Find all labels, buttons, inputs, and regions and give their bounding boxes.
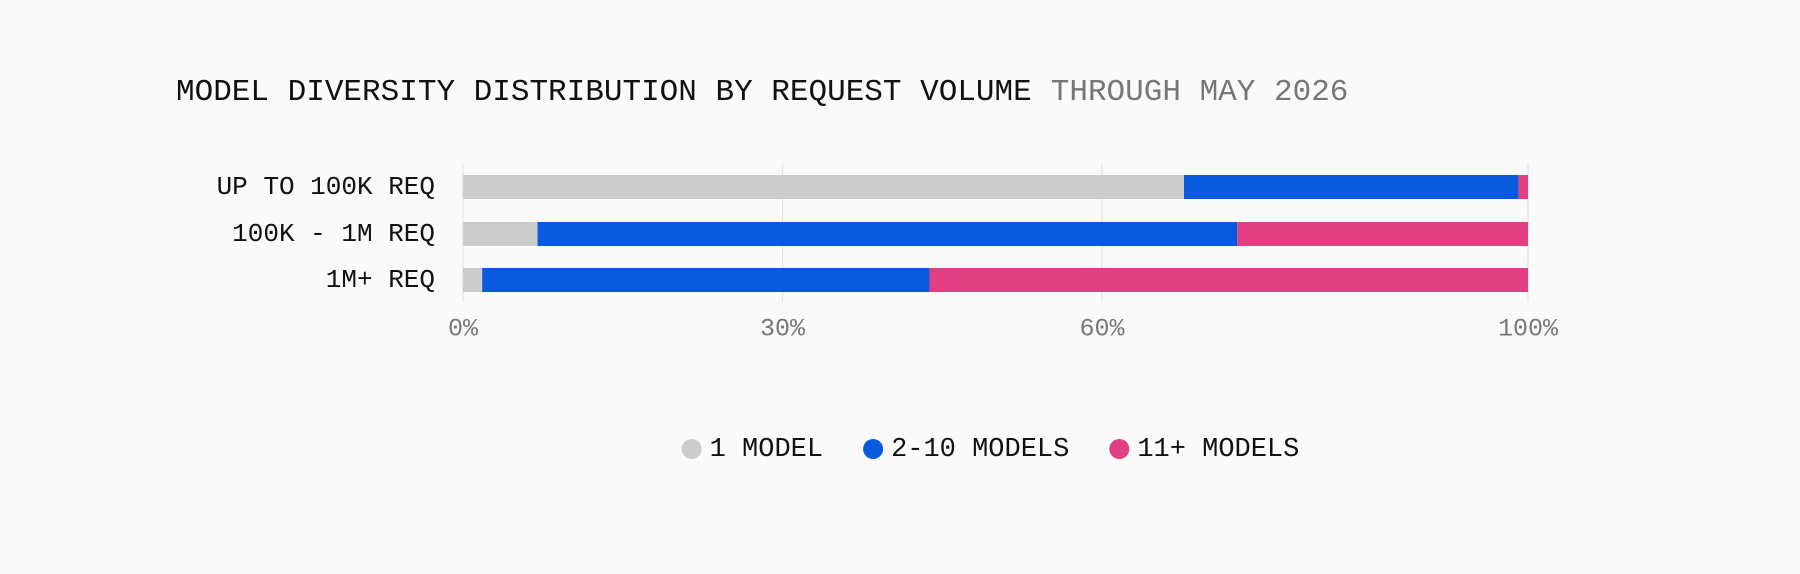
bar-segment	[463, 222, 538, 246]
bar-segment	[929, 268, 1528, 292]
bar-segment	[537, 222, 1238, 246]
x-tick-label: 0%	[448, 315, 479, 344]
legend-label: 1 MODEL	[710, 435, 823, 465]
bar-segment	[1237, 222, 1528, 246]
x-tick-label: 100%	[1498, 315, 1559, 344]
chart-title-block: MODEL DIVERSITY DISTRIBUTION BY REQUEST …	[176, 75, 1348, 110]
y-tick-label: 1M+ REQ	[326, 265, 435, 295]
bar-segment	[1518, 175, 1528, 199]
x-tick-label: 30%	[760, 315, 806, 344]
legend-swatch	[1109, 439, 1130, 459]
y-tick-label: 100K - 1M REQ	[232, 219, 435, 249]
bar-segment	[463, 268, 483, 292]
chart-title: MODEL DIVERSITY DISTRIBUTION BY REQUEST …	[176, 75, 1032, 110]
bar-segment	[482, 268, 930, 292]
y-tick-label: UP TO 100K REQ	[217, 172, 435, 202]
legend-swatch	[863, 439, 884, 459]
x-tick-label: 60%	[1079, 315, 1125, 344]
bar-segment	[463, 175, 1185, 199]
bar-segment	[1184, 175, 1519, 199]
legend-swatch	[681, 439, 702, 459]
legend-label: 2-10 MODELS	[891, 435, 1069, 465]
chart-subtitle: THROUGH MAY 2026	[1051, 75, 1349, 110]
legend-label: 11+ MODELS	[1137, 435, 1299, 465]
